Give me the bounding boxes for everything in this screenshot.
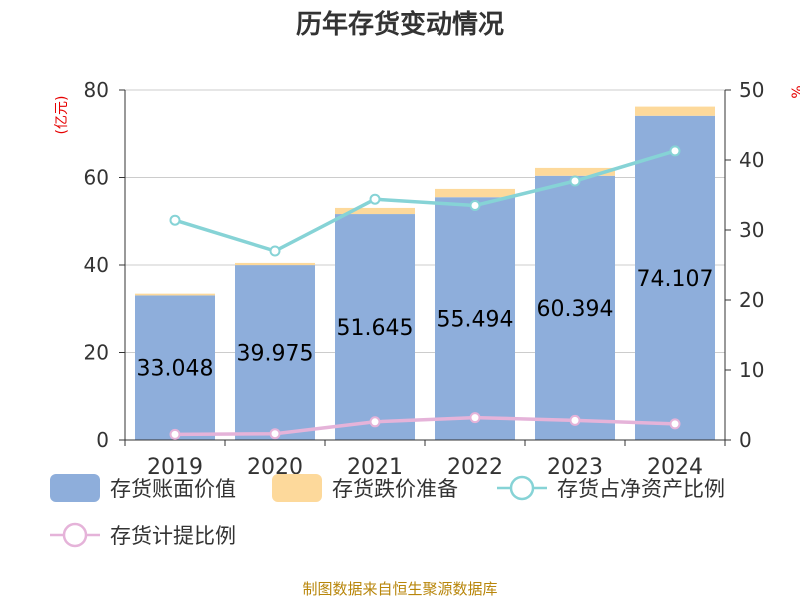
series-point	[269, 428, 281, 440]
bar	[235, 262, 315, 266]
legend-label: 存货计提比例	[110, 524, 236, 548]
x-tick-label: 2023	[547, 455, 603, 480]
legend-item: 存货跌价准备	[272, 474, 458, 502]
gridlines	[125, 89, 725, 353]
x-tick-label: 2021	[347, 455, 403, 480]
series-point	[569, 414, 581, 426]
legend-item: 存货计提比例	[50, 522, 236, 548]
bar-value-label: 33.048	[137, 357, 214, 382]
right-tick-label: 50	[739, 78, 764, 102]
legend-marker	[509, 475, 535, 501]
bar	[635, 106, 715, 116]
bar-value-label: 39.975	[237, 342, 314, 367]
right-tick-label: 20	[739, 288, 764, 312]
bar	[235, 265, 315, 440]
right-tick-label: 0	[739, 428, 752, 452]
series-point	[169, 214, 181, 226]
legend-swatch	[272, 474, 322, 502]
series-point	[469, 200, 481, 211]
legend-item: 存货账面价值	[50, 474, 236, 502]
x-tick-label: 2024	[647, 455, 703, 480]
lines	[169, 145, 681, 440]
x-tick-label: 2019	[147, 455, 203, 480]
series-point	[369, 193, 381, 205]
bar	[435, 197, 515, 440]
series-point	[669, 145, 681, 157]
bars	[135, 106, 715, 441]
right-tick-label: 40	[739, 148, 764, 172]
bar-value-label: 51.645	[337, 316, 414, 341]
bar	[535, 167, 615, 176]
bar	[135, 293, 215, 296]
legend-label: 存货跌价准备	[332, 477, 458, 501]
bar	[535, 175, 615, 440]
legend-swatch	[50, 474, 100, 502]
left-tick-label: 20	[84, 341, 109, 365]
series-line	[174, 149, 676, 253]
legend-item: 存货占净资产比例	[497, 475, 725, 501]
x-tick-label: 2022	[447, 455, 503, 480]
right-axis-unit: %	[790, 85, 800, 98]
right-tick-label: 30	[739, 218, 764, 242]
series-point	[269, 245, 281, 257]
bar	[635, 115, 715, 441]
bar-value-label: 55.494	[437, 308, 514, 333]
right-tick-label: 10	[739, 358, 764, 382]
bar-labels: 33.048 39.975 51.645 55.494 60.394 74.107	[137, 267, 714, 382]
left-tick-label: 60	[84, 166, 109, 190]
bar	[135, 295, 215, 440]
chart-title: 历年存货变动情况	[296, 9, 504, 40]
left-axis-unit: (亿元)	[54, 96, 70, 135]
left-tick-label: 0	[96, 428, 109, 452]
series-line	[174, 415, 676, 437]
legend-label: 存货占净资产比例	[557, 477, 725, 501]
bar	[435, 188, 515, 198]
series-point	[369, 416, 381, 428]
legend-label: 存货账面价值	[110, 477, 236, 501]
series-point	[169, 428, 181, 440]
series-point	[669, 418, 681, 430]
series-point	[569, 175, 581, 187]
bar-value-label: 60.394	[537, 297, 614, 322]
series-point	[469, 412, 481, 424]
bar	[335, 207, 415, 215]
source-note: 制图数据来自恒生聚源数据库	[302, 580, 497, 598]
legend-marker	[62, 522, 88, 548]
bar-value-label: 74.107	[637, 267, 714, 292]
bar	[335, 214, 415, 440]
left-tick-label: 80	[84, 78, 109, 102]
left-tick-label: 40	[84, 253, 109, 277]
